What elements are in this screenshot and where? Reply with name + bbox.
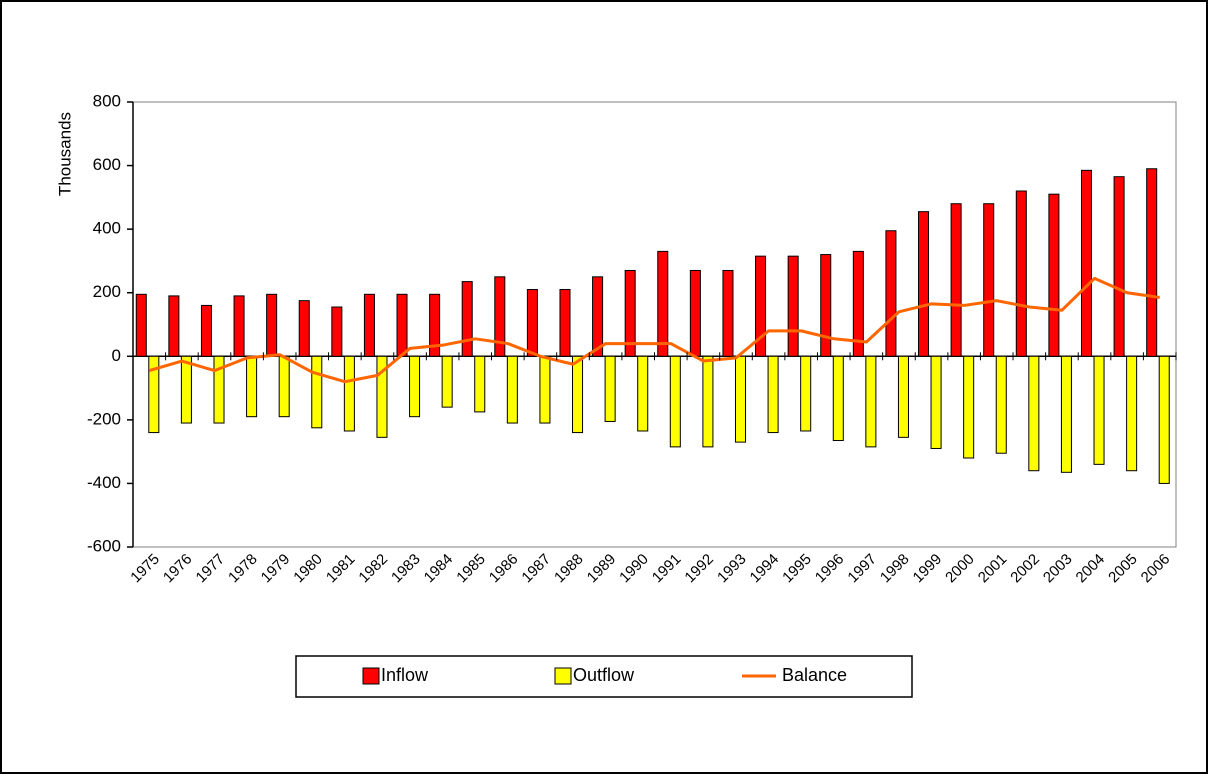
bar	[1080, 169, 1093, 357]
bar	[637, 355, 649, 432]
bar	[363, 293, 375, 357]
bar	[657, 250, 669, 357]
bar	[506, 355, 518, 424]
bar	[148, 355, 160, 434]
bar	[1146, 168, 1158, 357]
bar	[298, 300, 310, 357]
bar	[963, 355, 975, 459]
bar	[200, 304, 212, 357]
bar	[526, 289, 538, 357]
legend-label: Inflow	[381, 665, 429, 685]
bar	[474, 355, 486, 413]
bar	[1113, 176, 1125, 357]
bar	[494, 276, 506, 357]
bar	[722, 269, 734, 357]
bar	[559, 289, 571, 357]
bar	[689, 269, 701, 357]
bar	[1028, 355, 1040, 472]
y-tick-label: -200	[87, 409, 121, 428]
bar	[624, 269, 636, 357]
bar	[918, 211, 930, 357]
bar	[1048, 193, 1060, 357]
bar	[832, 355, 844, 442]
bar	[266, 293, 278, 357]
bar	[1060, 355, 1072, 473]
y-tick-label: 600	[93, 155, 121, 174]
bar	[233, 295, 245, 357]
legend-label: Outflow	[573, 665, 635, 685]
y-axis-label: Thousands	[55, 112, 74, 196]
bar	[1158, 355, 1170, 484]
bar	[800, 355, 812, 432]
bar	[669, 355, 681, 448]
line	[148, 276, 1160, 384]
bar	[755, 255, 767, 357]
legend-label: Balance	[782, 665, 847, 685]
y-tick-label: 0	[112, 346, 121, 365]
bar	[930, 355, 942, 449]
bar	[983, 203, 995, 357]
legend	[295, 655, 913, 698]
bar	[767, 355, 779, 434]
bar	[135, 293, 147, 357]
bar	[885, 230, 897, 357]
bar	[343, 355, 355, 432]
bar	[852, 250, 864, 357]
bar	[865, 355, 877, 448]
bar	[539, 355, 551, 424]
bar	[734, 355, 747, 443]
bar	[787, 255, 799, 357]
y-tick-label: 400	[93, 219, 121, 238]
bar	[409, 355, 421, 418]
bar	[702, 355, 714, 448]
bar	[950, 203, 962, 357]
legend-swatch	[362, 667, 380, 685]
bar	[213, 355, 225, 424]
bar	[180, 355, 192, 424]
y-tick-label: 800	[93, 91, 121, 110]
y-tick-label: 200	[93, 282, 121, 301]
bar	[278, 355, 290, 418]
bar	[572, 355, 584, 434]
bar	[376, 355, 388, 438]
bar	[1015, 190, 1027, 357]
bar	[168, 295, 180, 357]
bar	[429, 293, 441, 357]
bar	[461, 281, 473, 357]
bar	[311, 355, 323, 429]
bar	[897, 355, 909, 438]
bar	[604, 355, 616, 422]
bar	[995, 355, 1007, 454]
bar	[331, 306, 343, 357]
legend-swatch	[554, 667, 572, 685]
bar	[246, 355, 258, 418]
bar	[1093, 355, 1105, 465]
bar	[396, 293, 408, 357]
y-tick-label: -600	[87, 536, 121, 555]
bar	[441, 355, 453, 408]
bar	[820, 254, 832, 357]
y-tick-label: -400	[87, 473, 121, 492]
bar	[1126, 355, 1138, 472]
bar	[592, 276, 604, 357]
